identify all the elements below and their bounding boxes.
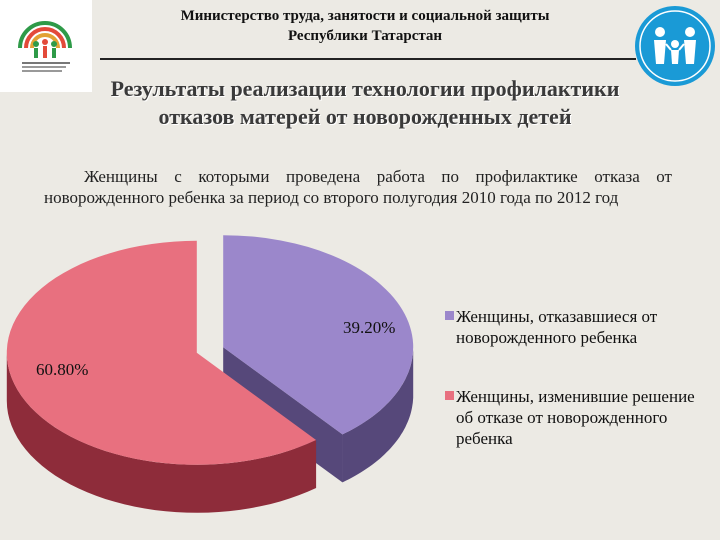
ministry-header: Министерство труда, занятости и социальн…	[100, 6, 630, 46]
ministry-emblem-icon	[18, 21, 72, 72]
slide-title: Результаты реализации технологии профила…	[40, 75, 690, 131]
legend-swatch-refused	[445, 311, 454, 320]
header-divider	[100, 58, 636, 60]
title-line-2: отказов матерей от новорожденных детей	[158, 104, 572, 129]
legend-swatch-changed	[445, 391, 454, 400]
legend-label-refused: Женщины, отказавшиеся от новорожденного …	[456, 307, 658, 347]
chart-description: Женщины с которыми проведена работа по п…	[44, 167, 672, 207]
slice-label-refused: 39.20%	[343, 318, 396, 337]
chart-legend: Женщины, отказавшиеся от новорожденного …	[444, 306, 714, 487]
legend-label-changed: Женщины, изменившие решение об отказе от…	[456, 387, 695, 448]
slice-side-changed	[6, 352, 317, 513]
header-line-2: Республики Татарстан	[287, 28, 443, 44]
slice-refused	[223, 235, 414, 435]
legend-item-refused: Женщины, отказавшиеся от новорожденного …	[444, 306, 714, 348]
slice-label-changed: 60.80%	[36, 360, 89, 379]
ministry-logo	[0, 0, 92, 92]
family-logo	[630, 0, 720, 92]
pie-chart	[6, 235, 414, 513]
slice-changed	[6, 240, 317, 465]
slice-side-refused	[342, 347, 414, 483]
legend-item-changed: Женщины, изменившие решение об отказе от…	[444, 386, 714, 449]
family-circle-icon	[635, 6, 715, 86]
header-line-1: Министерство труда, занятости и социальн…	[180, 8, 550, 24]
title-line-1: Результаты реализации технологии профила…	[110, 76, 620, 101]
